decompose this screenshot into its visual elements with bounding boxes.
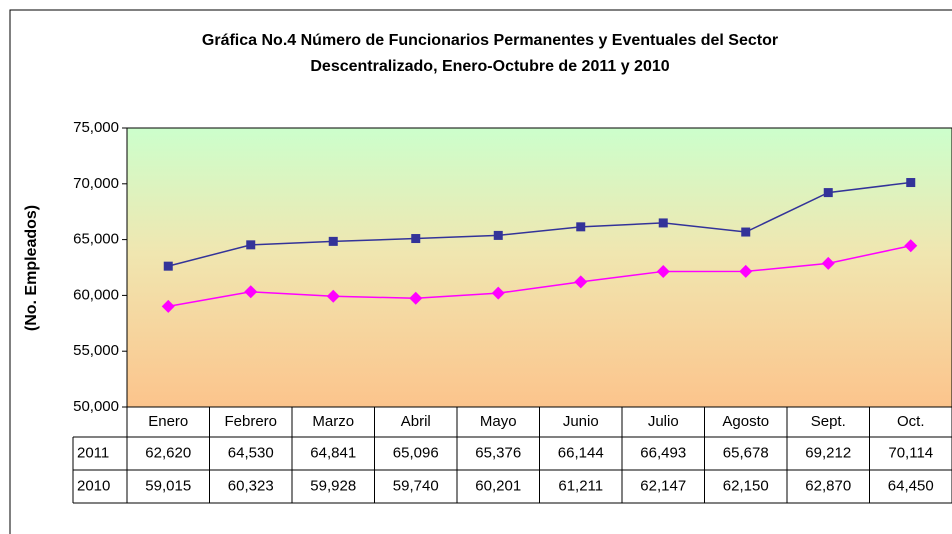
marker xyxy=(163,261,173,271)
data-table-cell: 59,928 xyxy=(310,477,356,494)
y-tick-label: 65,000 xyxy=(73,231,119,248)
data-table-cell: 59,015 xyxy=(145,477,191,494)
data-table-cell: 61,211 xyxy=(558,477,603,494)
data-table-cell: 66,493 xyxy=(640,444,686,461)
y-tick-label: 55,000 xyxy=(73,342,119,359)
series-line xyxy=(168,181,911,267)
x-tick-label: Marzo xyxy=(312,413,354,430)
x-tick-label: Febrero xyxy=(224,413,277,430)
legend-label: 2010 xyxy=(77,477,110,494)
x-tick-label: Abril xyxy=(401,413,431,430)
x-tick-label: Junio xyxy=(563,413,599,430)
x-tick-label: Sept. xyxy=(811,413,846,430)
data-table-cell: 60,201 xyxy=(475,477,521,494)
marker xyxy=(741,227,751,237)
marker xyxy=(658,218,668,228)
x-tick-label: Enero xyxy=(148,413,188,430)
marker xyxy=(656,264,670,278)
data-table-cell: 65,678 xyxy=(723,444,769,461)
data-table-cell: 70,114 xyxy=(888,444,933,461)
data-table-cell: 64,450 xyxy=(888,477,934,494)
marker xyxy=(574,275,588,289)
marker xyxy=(739,264,753,278)
marker xyxy=(411,234,421,244)
data-table-cell: 66,144 xyxy=(558,444,604,461)
marker xyxy=(328,236,338,246)
marker xyxy=(576,222,586,232)
chart-title: Gráfica No.4 Número de Funcionarios Perm… xyxy=(202,32,778,49)
marker xyxy=(823,188,833,198)
x-tick-label: Agosto xyxy=(722,413,769,430)
x-tick-label: Oct. xyxy=(897,413,925,430)
y-tick-label: 50,000 xyxy=(73,398,119,415)
data-table-cell: 59,740 xyxy=(393,477,439,494)
y-tick-label: 75,000 xyxy=(73,119,119,136)
chart-title: Descentralizado, Enero-Octubre de 2011 y… xyxy=(310,58,669,75)
marker xyxy=(491,286,505,300)
marker xyxy=(161,299,175,313)
marker xyxy=(821,256,835,270)
data-table-cell: 60,323 xyxy=(228,477,274,494)
chart-frame xyxy=(9,9,952,534)
data-table-cell: 62,147 xyxy=(640,477,686,494)
x-tick-label: Mayo xyxy=(480,413,517,430)
marker xyxy=(493,230,503,240)
y-tick-label: 60,000 xyxy=(73,286,119,303)
data-table-cell: 62,870 xyxy=(805,477,851,494)
marker xyxy=(906,178,916,188)
marker xyxy=(326,289,340,303)
marker xyxy=(409,291,423,305)
y-axis-label: (No. Empleados) xyxy=(23,205,40,331)
data-table-cell: 62,620 xyxy=(145,444,191,461)
y-tick-label: 70,000 xyxy=(73,175,119,192)
data-table-cell: 69,212 xyxy=(805,444,851,461)
series-line xyxy=(168,245,911,308)
x-tick-label: Julio xyxy=(648,413,679,430)
legend-label: 2011 xyxy=(77,444,109,461)
data-table-cell: 65,376 xyxy=(475,444,521,461)
data-table-cell: 62,150 xyxy=(723,477,769,494)
marker xyxy=(246,240,256,250)
data-table-cell: 64,841 xyxy=(310,444,356,461)
marker xyxy=(904,239,918,253)
plot-area xyxy=(126,127,952,408)
data-table-cell: 64,530 xyxy=(228,444,274,461)
marker xyxy=(244,285,258,299)
data-table-cell: 65,096 xyxy=(393,444,439,461)
